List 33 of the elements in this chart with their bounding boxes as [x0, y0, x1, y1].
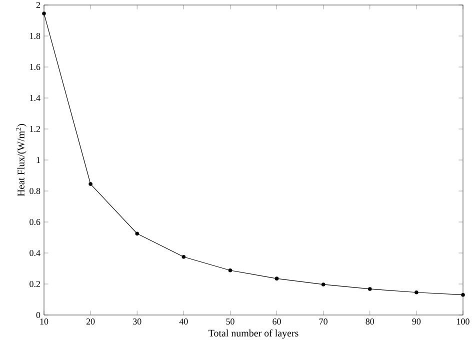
x-tick-label: 10	[40, 318, 48, 325]
x-axis-title: Total number of layers	[208, 329, 298, 339]
x-tick-label: 80	[366, 318, 374, 325]
y-tick-label: 2	[36, 2, 40, 8]
y-tick-label: 1	[36, 157, 40, 163]
y-tick-label: 1.6	[30, 64, 40, 70]
point	[228, 268, 232, 272]
y-tick-label: 0.4	[30, 250, 40, 256]
point	[414, 290, 418, 294]
y-tick-label: 1.2	[30, 126, 40, 132]
point	[461, 292, 465, 297]
y-tick-label: 1.4	[30, 94, 40, 102]
x-tick-label: 50	[226, 318, 234, 325]
y-tick-label: 1.8	[30, 32, 40, 40]
point	[135, 232, 140, 236]
point	[88, 182, 92, 186]
y-tick-label: 0.8	[30, 188, 40, 194]
y-tick-label: 0.6	[30, 218, 40, 226]
y-tick-label: 0	[36, 312, 40, 318]
point	[274, 276, 279, 280]
x-tick-label: 70	[319, 318, 328, 325]
x-tick-label: 20	[86, 318, 95, 325]
point	[182, 254, 186, 259]
x-tick-label: 90	[412, 318, 421, 325]
x-tick-label: 30	[133, 318, 142, 325]
y-axis-title: Heat Flux/(W/m$^{2}$)	[16, 124, 26, 196]
point	[321, 282, 326, 286]
point	[368, 287, 372, 291]
point	[42, 12, 46, 16]
y-tick-label: 0.2	[30, 280, 40, 288]
x-tick-label: 40	[179, 318, 188, 325]
x-tick-label: 60	[272, 318, 281, 325]
x-tick-label: 100	[457, 318, 470, 325]
